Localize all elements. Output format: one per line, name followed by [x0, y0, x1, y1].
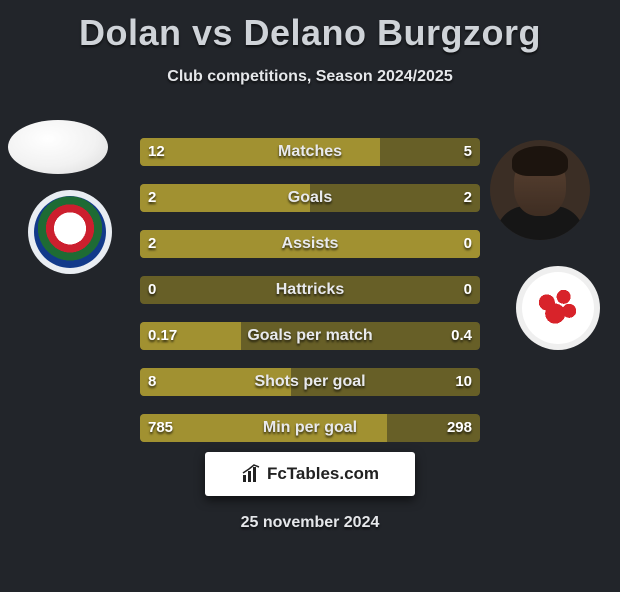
stat-value-right: 10 — [447, 368, 480, 396]
stat-value-left: 0.17 — [140, 322, 185, 350]
stat-row: 125Matches — [140, 138, 480, 166]
stat-value-right: 0 — [456, 230, 480, 258]
stat-value-left: 2 — [140, 230, 164, 258]
team-left-crest — [28, 190, 112, 274]
stat-row: 0 0Hattricks — [140, 276, 480, 304]
team-right-crest — [516, 266, 600, 350]
page-title: Dolan vs Delano Burgzorg — [0, 12, 620, 54]
stat-value-left: 12 — [140, 138, 173, 166]
stat-value-right: 0 — [456, 276, 480, 304]
stat-row: 0.170.4Goals per match — [140, 322, 480, 350]
chart-icon — [241, 464, 261, 484]
player-left-avatar — [8, 120, 108, 174]
stat-row: 810Shots per goal — [140, 368, 480, 396]
brand-badge[interactable]: FcTables.com — [205, 452, 415, 496]
player-right-avatar — [490, 140, 590, 240]
stat-value-right: 0.4 — [443, 322, 480, 350]
stat-row: 20Assists — [140, 230, 480, 258]
stat-row: 22Goals — [140, 184, 480, 212]
stat-value-right: 298 — [439, 414, 480, 442]
report-date: 25 november 2024 — [0, 514, 620, 532]
stat-value-left: 785 — [140, 414, 181, 442]
bar-fill-left — [140, 184, 310, 212]
comparison-chart: 125Matches22Goals20Assists00Hattricks0.1… — [140, 138, 480, 460]
stat-label: Hattricks — [140, 276, 480, 304]
stat-value-left: 8 — [140, 368, 164, 396]
stat-value-right: 5 — [456, 138, 480, 166]
bar-fill-left — [140, 230, 480, 258]
stat-value-left: 2 — [140, 184, 164, 212]
bar-fill-left — [140, 138, 380, 166]
stat-row: 785298Min per goal — [140, 414, 480, 442]
stat-value-right: 2 — [456, 184, 480, 212]
stat-value-left: 0 — [140, 276, 164, 304]
page-subtitle: Club competitions, Season 2024/2025 — [0, 68, 620, 86]
brand-text: FcTables.com — [267, 464, 379, 484]
